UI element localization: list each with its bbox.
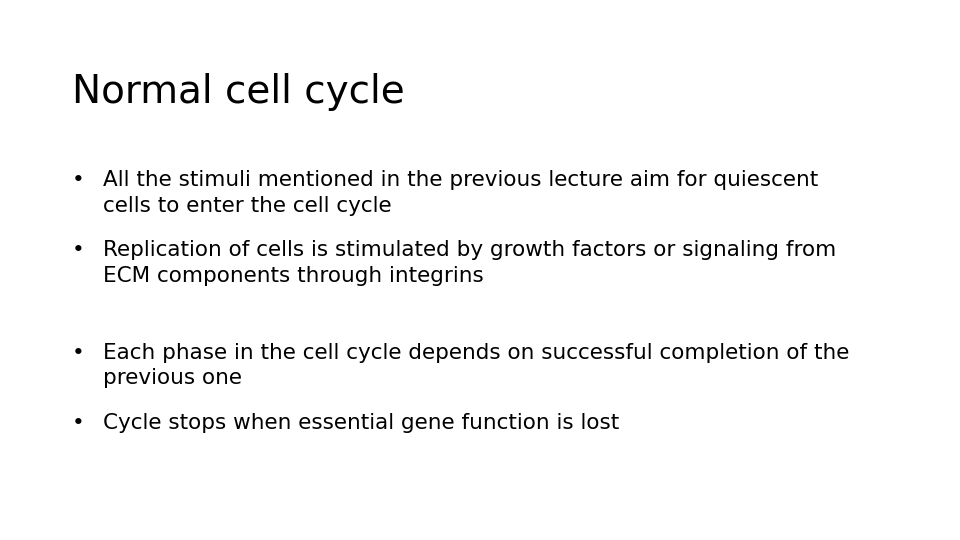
Text: •: • bbox=[72, 413, 84, 433]
Text: •: • bbox=[72, 343, 84, 363]
Text: Normal cell cycle: Normal cell cycle bbox=[72, 73, 405, 111]
Text: •: • bbox=[72, 170, 84, 190]
Text: Replication of cells is stimulated by growth factors or signaling from
ECM compo: Replication of cells is stimulated by gr… bbox=[103, 240, 836, 286]
Text: All the stimuli mentioned in the previous lecture aim for quiescent
cells to ent: All the stimuli mentioned in the previou… bbox=[103, 170, 818, 215]
Text: Cycle stops when essential gene function is lost: Cycle stops when essential gene function… bbox=[103, 413, 619, 433]
Text: Each phase in the cell cycle depends on successful completion of the
previous on: Each phase in the cell cycle depends on … bbox=[103, 343, 849, 388]
Text: •: • bbox=[72, 240, 84, 260]
